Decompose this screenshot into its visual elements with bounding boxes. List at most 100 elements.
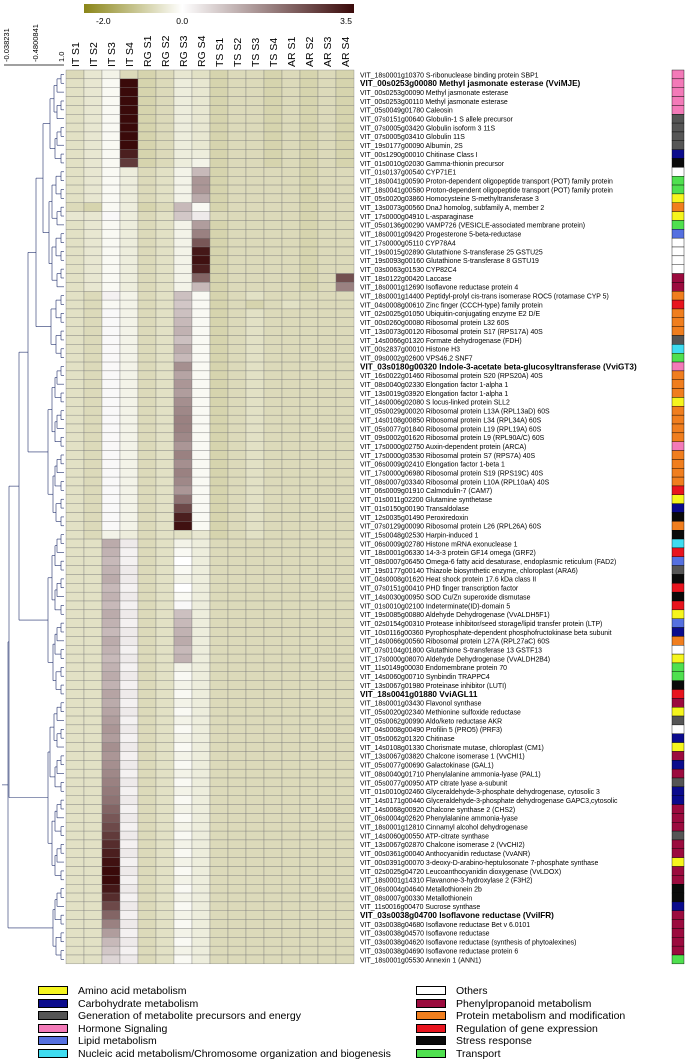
heatmap-cell [263,707,283,717]
heatmap-cell [335,512,355,522]
row-label: VIT_10s0116g00360 Pyrophosphate-dependen… [360,630,612,637]
heatmap-cell [191,78,211,88]
heatmap-cell [101,468,121,478]
heatmap-cell [227,485,247,495]
heatmap-cell [173,928,193,938]
heatmap-cell [119,910,139,920]
heatmap-cell [137,538,157,549]
heatmap-cell [227,795,247,805]
heatmap-cell [317,211,337,221]
heatmap-cell [65,804,85,814]
heatmap-cell [209,344,229,354]
heatmap-cell [65,503,85,513]
heatmap-cell [245,282,265,292]
heatmap-cell [101,707,121,717]
heatmap-cell [317,69,337,80]
heatmap-cell [83,884,103,894]
heatmap-cell [335,326,355,336]
heatmap-cell [191,751,211,761]
heatmap-cell [65,857,85,867]
heatmap-cell [299,96,319,106]
heatmap-cell [65,565,85,575]
heatmap-cell [209,875,229,885]
heatmap-cell [299,131,319,141]
heatmap-cell [155,406,175,416]
heatmap-cell [335,627,355,637]
heatmap-cell [101,476,121,487]
heatmap-cell [173,450,193,460]
heatmap-cell [155,600,175,611]
heatmap-cell [335,379,355,389]
heatmap-cell [281,742,301,752]
heatmap-cell [137,512,157,522]
heatmap-cell [83,715,103,726]
heatmap-cell [137,361,157,372]
heatmap-cell [227,689,247,699]
category-strip-cell [671,105,685,115]
heatmap-cell [83,751,103,761]
heatmap-cell [263,326,283,336]
heatmap-cell [245,645,265,655]
heatmap-cell [317,105,337,115]
heatmap-cell [299,255,319,265]
heatmap-cell [281,291,301,301]
heatmap-cell [83,291,103,301]
heatmap-cell [65,308,85,318]
heatmap-cell [191,459,211,469]
category-strip-cell [671,804,685,814]
heatmap-cell [263,945,283,956]
heatmap-cell [335,353,355,363]
category-strip-cell [671,857,685,867]
heatmap-cell [65,468,85,478]
heatmap-cell [65,760,85,770]
heatmap-cell [173,565,193,575]
heatmap-cell [209,733,229,743]
heatmap-cell [245,928,265,938]
heatmap-cell [83,680,103,690]
heatmap-cell [317,928,337,938]
heatmap-cell [83,645,103,655]
row-label: VIT_04s0008g00610 Zinc finger (CCCH-type… [360,302,543,309]
heatmap-cell [191,423,211,434]
heatmap-cell [317,512,337,522]
heatmap-cell [83,353,103,363]
heatmap-cell [101,830,121,841]
heatmap-cell [119,361,139,372]
heatmap-cell [227,547,247,557]
heatmap-cell [281,503,301,513]
heatmap-cell [119,901,139,911]
legend-swatch [38,1048,68,1058]
heatmap-cell [101,671,121,681]
heatmap-cell [155,299,175,310]
heatmap-cell [119,114,139,124]
heatmap-cell [119,591,139,602]
heatmap-cell [263,370,283,380]
heatmap-cell [209,122,229,133]
heatmap-cell [101,945,121,956]
heatmap-cell [227,768,247,779]
heatmap-cell [191,839,211,849]
heatmap-cell [281,822,301,832]
heatmap-cell [65,848,85,858]
heatmap-cell [155,494,175,504]
heatmap-cell [83,432,103,442]
heatmap-cell [299,857,319,867]
heatmap-cell [299,459,319,469]
heatmap-cell [101,459,121,469]
heatmap-cell [209,176,229,186]
heatmap-cell [137,857,157,867]
heatmap-cell [155,308,175,318]
heatmap-cell [191,494,211,504]
heatmap-cell [191,583,211,593]
heatmap-cell [245,326,265,336]
heatmap-cell [83,184,103,195]
heatmap-cell [83,954,103,965]
heatmap-cell [155,857,175,867]
heatmap-cell [281,122,301,133]
heatmap-cell [65,273,85,283]
heatmap-cell [119,335,139,345]
heatmap-cell [137,733,157,743]
heatmap-cell [155,423,175,434]
heatmap-cell [65,653,85,664]
heatmap-cell [281,441,301,451]
